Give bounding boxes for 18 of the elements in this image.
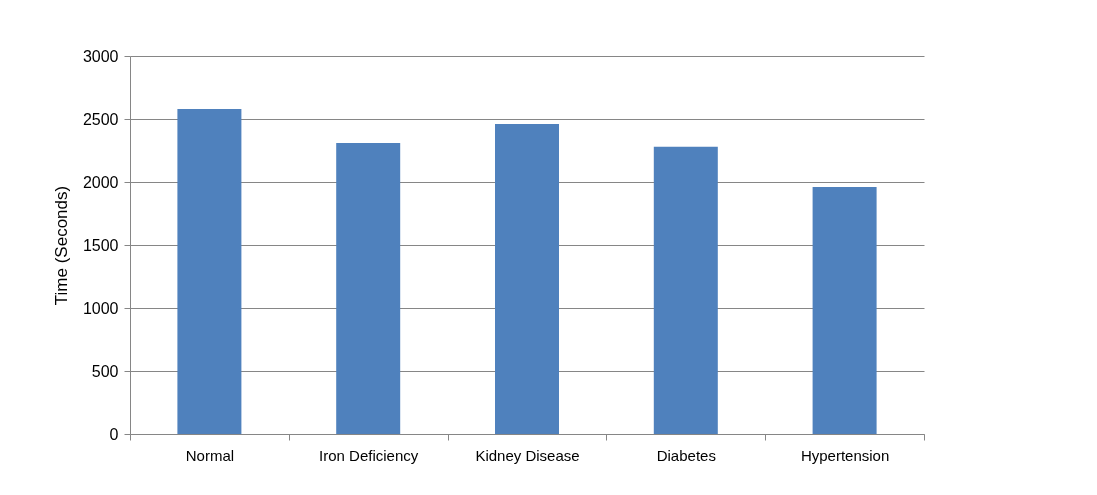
y-tick-label: 1500	[82, 236, 119, 254]
y-tick-label: 500	[91, 362, 119, 380]
y-axis-title: Time (Seconds)	[51, 185, 71, 306]
y-tick-label: 3000	[82, 47, 119, 65]
x-tick-label: Kidney Disease	[475, 446, 580, 464]
bar	[177, 108, 242, 434]
x-tick-label: Iron Deficiency	[319, 446, 419, 464]
x-tick-label: Diabetes	[656, 446, 716, 464]
bar	[653, 146, 718, 434]
bar	[812, 187, 877, 434]
y-tick-label: 0	[109, 425, 119, 443]
bar	[336, 142, 401, 434]
x-tick-label: Normal	[185, 446, 235, 464]
x-tick-label: Hypertension	[800, 446, 890, 464]
y-tick-label: 2500	[82, 110, 119, 128]
y-tick-label: 2000	[82, 173, 119, 191]
bar	[495, 124, 559, 434]
y-tick-label: 1000	[82, 299, 119, 317]
